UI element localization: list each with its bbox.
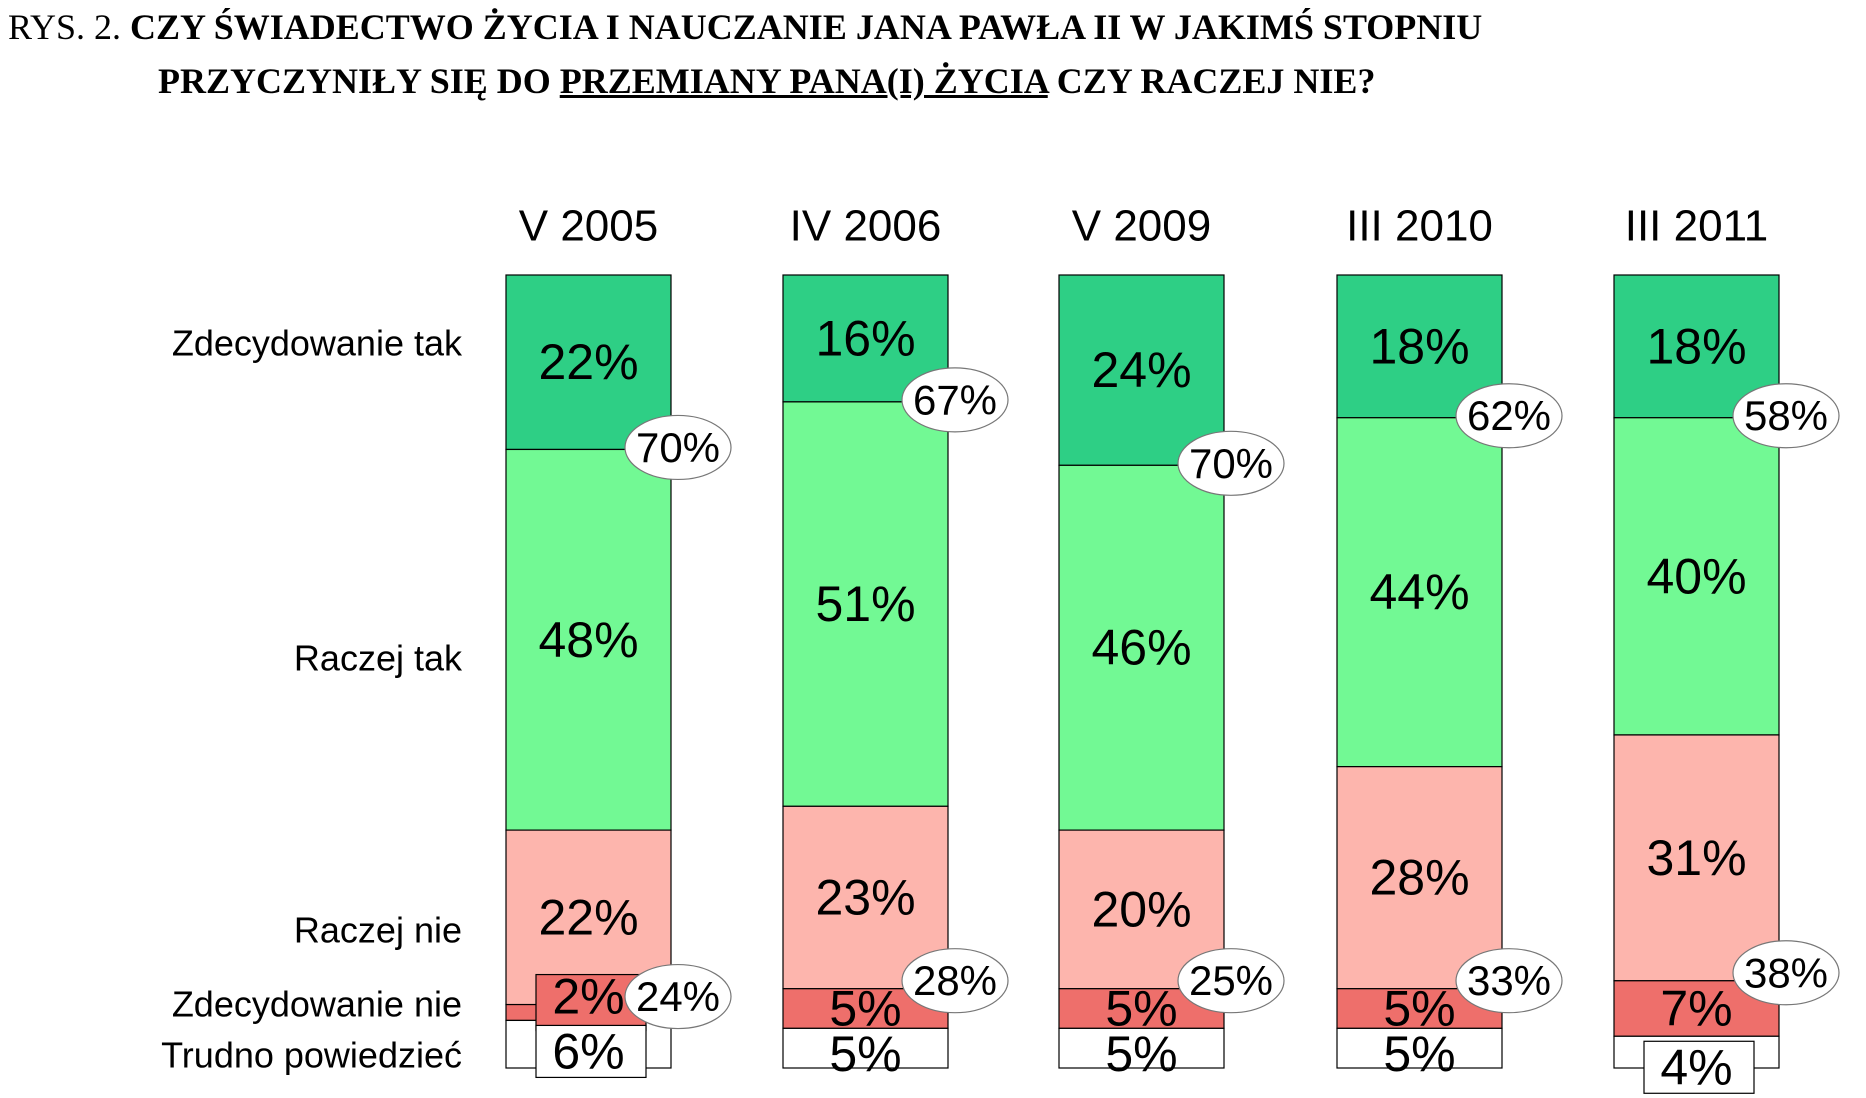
total-no-label: 24%: [636, 973, 720, 1020]
bar-segment: [1336, 417, 1503, 768]
data-label: 5%: [1383, 1026, 1455, 1082]
data-label-box: [1643, 1040, 1755, 1094]
total-no-label: 28%: [913, 957, 997, 1004]
title-line2-end: CZY RACZEJ NIE?: [1047, 61, 1376, 101]
data-label: 2%: [552, 968, 624, 1024]
data-label: 51%: [815, 576, 915, 632]
data-label: 24%: [1091, 342, 1191, 398]
data-label: 48%: [538, 612, 638, 668]
bar-segment: [1058, 464, 1225, 831]
bar-segment: [1058, 1027, 1225, 1069]
category-label: V 2005: [519, 202, 658, 251]
data-label: 5%: [829, 981, 901, 1037]
title-line2: PRZYCZYNIŁY SIĘ DO PRZEMIANY PANA(I) ŻYC…: [8, 54, 1858, 108]
chart-title: RYS. 2. CZY ŚWIADECTWO ŻYCIA I NAUCZANIE…: [8, 0, 1858, 108]
data-label: 28%: [1369, 850, 1469, 906]
total-yes-label: 58%: [1744, 392, 1828, 439]
bar-segment: [1058, 274, 1225, 466]
total-yes-bubble: [901, 367, 1009, 433]
row-label: Zdecydowanie tak: [172, 323, 463, 364]
total-no-bubble: [1732, 940, 1840, 1006]
data-label: 23%: [815, 870, 915, 926]
data-label: 20%: [1091, 881, 1191, 937]
bar-segment: [505, 274, 672, 451]
title-line1: CZY ŚWIADECTWO ŻYCIA I NAUCZANIE JANA PA…: [130, 7, 1483, 47]
data-label: 22%: [538, 889, 638, 945]
title-line2-underlined: PRZEMIANY PANA(I) ŻYCIA: [559, 61, 1048, 101]
data-label: 46%: [1091, 620, 1191, 676]
row-label: Raczej tak: [294, 638, 463, 679]
total-no-bubble: [1177, 948, 1285, 1014]
total-no-label: 33%: [1467, 957, 1551, 1004]
data-label: 5%: [829, 1026, 901, 1082]
total-yes-label: 70%: [1189, 440, 1273, 487]
total-no-label: 25%: [1189, 957, 1273, 1004]
bar-segment: [782, 401, 949, 807]
category-label: III 2011: [1625, 202, 1769, 251]
total-yes-label: 67%: [913, 376, 997, 423]
data-label-box: [535, 1024, 647, 1079]
bar-segment: [1336, 1027, 1503, 1069]
title-prefix: RYS. 2.: [8, 7, 122, 47]
total-yes-bubble: [1455, 383, 1563, 449]
total-no-bubble: [901, 948, 1009, 1014]
data-label: 44%: [1369, 564, 1469, 620]
row-label: Zdecydowanie nie: [172, 984, 462, 1025]
bar-segment: [505, 448, 672, 831]
bar-segment: [782, 1027, 949, 1069]
title-line2-start: PRZYCZYNIŁY SIĘ DO: [158, 61, 560, 101]
data-label: 22%: [538, 334, 638, 390]
data-label: 16%: [815, 310, 915, 366]
data-label: 5%: [1383, 981, 1455, 1037]
total-yes-bubble: [1732, 383, 1840, 449]
total-yes-label: 62%: [1467, 392, 1551, 439]
category-label: V 2009: [1072, 202, 1211, 251]
data-label: 31%: [1646, 830, 1746, 886]
data-label: 40%: [1646, 548, 1746, 604]
category-label: IV 2006: [790, 202, 942, 251]
total-yes-bubble: [624, 414, 732, 481]
bar-segment: [1336, 766, 1503, 990]
total-no-bubble: [1455, 948, 1563, 1014]
data-label: 5%: [1105, 981, 1177, 1037]
total-yes-label: 70%: [636, 424, 720, 471]
data-label: 18%: [1646, 318, 1746, 374]
row-label: Raczej nie: [294, 910, 462, 951]
total-yes-bubble: [1177, 430, 1285, 496]
category-label: III 2010: [1346, 202, 1493, 251]
bar-segment: [1613, 734, 1780, 982]
data-label: 6%: [552, 1023, 624, 1079]
total-no-bubble: [624, 963, 732, 1030]
row-label: Trudno powiedzieć: [161, 1035, 462, 1076]
data-label: 4%: [1660, 1039, 1732, 1095]
total-no-label: 38%: [1744, 949, 1828, 996]
data-label: 18%: [1369, 318, 1469, 374]
data-label: 7%: [1660, 981, 1732, 1037]
data-label: 5%: [1105, 1026, 1177, 1082]
bar-segment: [1613, 417, 1780, 736]
